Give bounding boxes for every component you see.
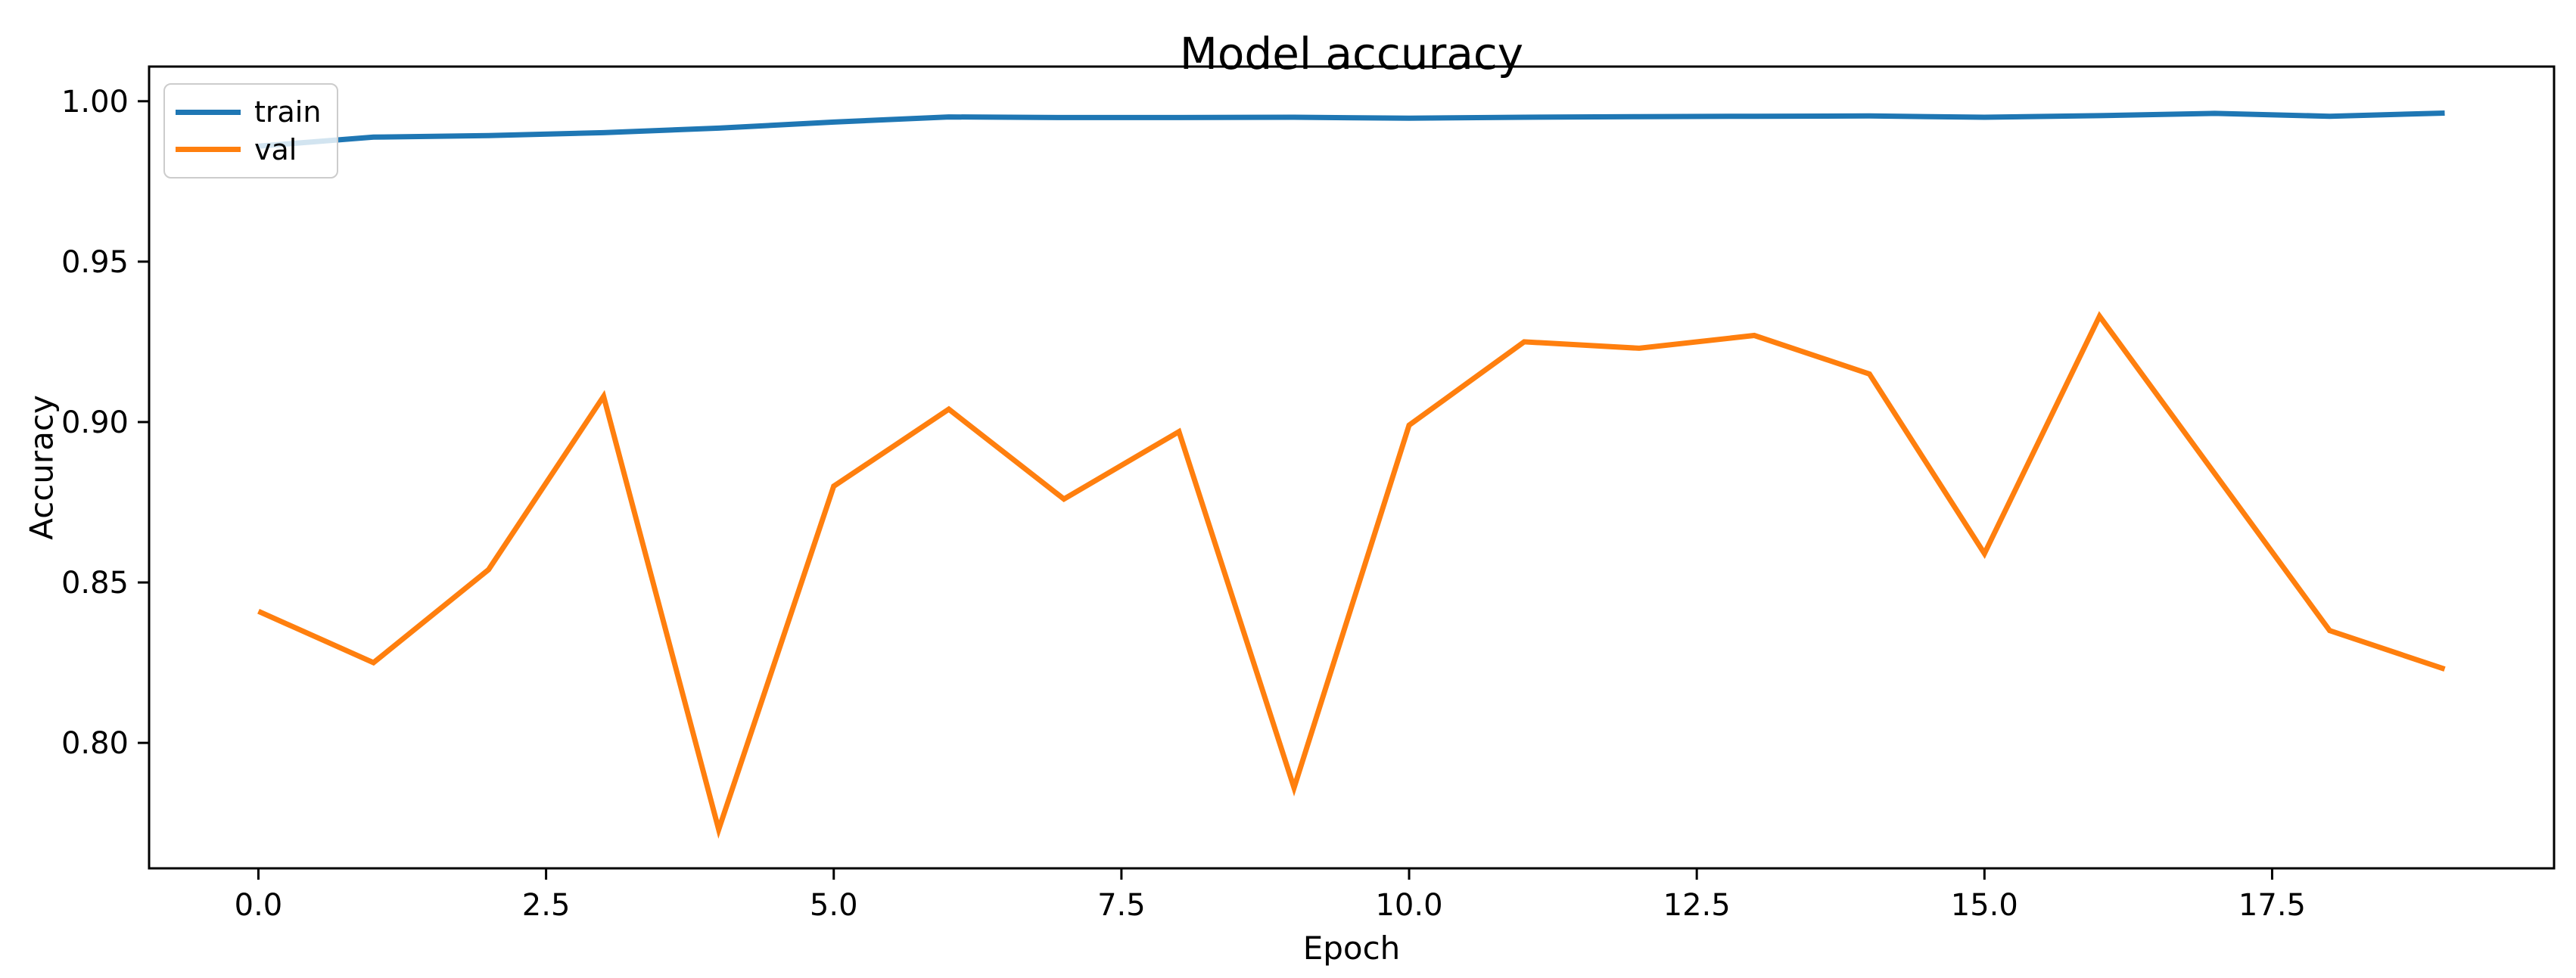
y-tick-label: 0.90 — [61, 405, 129, 440]
y-tick-label: 0.80 — [61, 726, 129, 761]
y-axis-label: Accuracy — [23, 395, 61, 540]
x-tick-label: 12.5 — [1663, 888, 1731, 923]
legend-label-val: val — [254, 132, 297, 166]
x-tick-label: 15.0 — [1951, 888, 2018, 923]
axes-spines — [148, 65, 2556, 870]
y-tick-label: 1.00 — [61, 85, 129, 120]
legend-item-train: train — [176, 98, 326, 126]
legend-item-val: val — [176, 135, 326, 164]
legend: train val — [163, 83, 338, 179]
y-tick-label: 0.95 — [61, 245, 129, 280]
x-tick-label: 5.0 — [810, 888, 858, 923]
val-line-swatch — [176, 147, 241, 153]
x-tick-label: 10.0 — [1375, 888, 1442, 923]
x-axis-label: Epoch — [1302, 930, 1401, 967]
train-line-swatch — [176, 109, 241, 115]
x-tick-label: 0.0 — [235, 888, 283, 923]
x-tick-label: 2.5 — [522, 888, 571, 923]
chart-title: Model accuracy — [1179, 28, 1524, 79]
y-tick-label: 0.85 — [61, 566, 129, 601]
x-tick-label: 7.5 — [1097, 888, 1146, 923]
series-line-val — [257, 311, 2446, 839]
legend-label-train: train — [254, 95, 322, 129]
series-line-train — [258, 110, 2445, 149]
x-tick-label: 17.5 — [2238, 888, 2306, 923]
